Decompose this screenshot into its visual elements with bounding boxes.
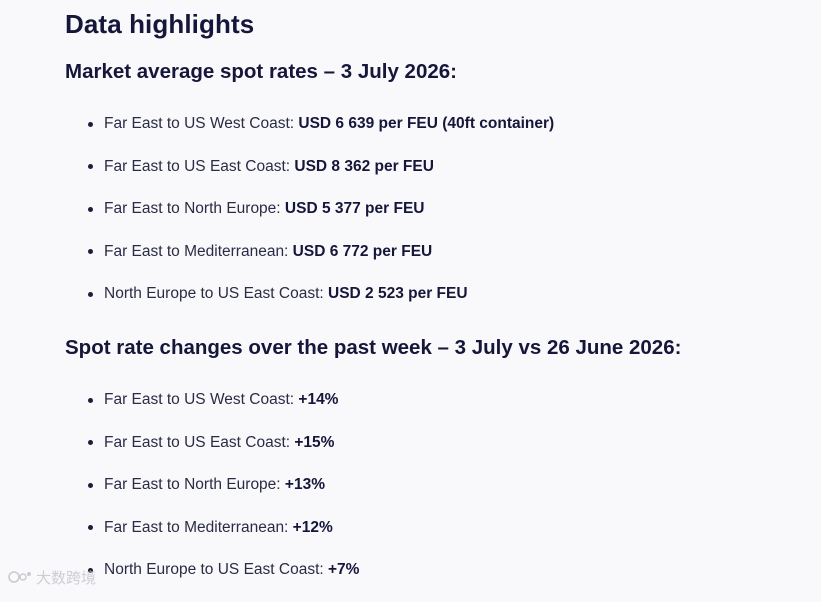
route-label: North Europe to US East Coast: xyxy=(104,561,328,578)
watermark: 大数跨境 xyxy=(8,567,96,588)
list-item: Far East to North Europe: +13% xyxy=(65,474,359,517)
list-item: Far East to Mediterranean: USD 6 772 per… xyxy=(65,241,554,284)
list-item: Far East to US West Coast: USD 6 639 per… xyxy=(65,113,554,156)
list-item: Far East to US East Coast: USD 8 362 per… xyxy=(65,156,554,199)
watermark-logo-icon xyxy=(8,571,31,583)
rate-value: USD 5 377 per FEU xyxy=(284,200,425,217)
route-label: Far East to North Europe: xyxy=(104,476,285,493)
rate-value: USD 8 362 per FEU xyxy=(294,157,434,175)
route-label: North Europe to US East Coast: xyxy=(104,285,328,302)
page-title: Data highlights xyxy=(65,9,255,39)
route-label: Far East to US West Coast: xyxy=(104,115,299,132)
bullet-icon xyxy=(88,249,93,254)
bullet-icon xyxy=(88,164,93,169)
bullet-icon xyxy=(88,206,93,212)
bullet-icon xyxy=(88,482,93,488)
route-label: Far East to US East Coast: xyxy=(104,157,295,175)
change-value: +7% xyxy=(328,561,360,578)
list-item: North Europe to US East Coast: USD 2 523… xyxy=(65,283,554,326)
rate-value: USD 6 639 per FEU (40ft container) xyxy=(298,115,555,132)
change-value: +13% xyxy=(284,476,325,493)
route-label: Far East to North Europe: xyxy=(104,200,285,217)
list-item: Far East to US West Coast: +14% xyxy=(65,389,359,432)
route-label: Far East to US West Coast: xyxy=(104,391,299,408)
bullet-icon xyxy=(88,291,93,297)
list-item: North Europe to US East Coast: +7% xyxy=(65,559,359,602)
watermark-text: 大数跨境 xyxy=(36,569,97,587)
change-value: +12% xyxy=(292,518,333,536)
bullet-icon xyxy=(88,397,93,403)
rate-changes-list: Far East to US West Coast: +14% Far East… xyxy=(65,389,359,602)
bullet-icon xyxy=(88,121,93,127)
bullet-icon xyxy=(88,567,93,573)
section-heading-spot-rates: Market average spot rates – 3 July 2026: xyxy=(65,60,457,83)
bullet-icon xyxy=(88,525,93,530)
list-item: Far East to North Europe: USD 5 377 per … xyxy=(65,198,554,241)
change-value: +15% xyxy=(294,433,335,451)
route-label: Far East to Mediterranean: xyxy=(104,518,293,536)
route-label: Far East to Mediterranean: xyxy=(104,242,293,260)
change-value: +14% xyxy=(298,391,339,408)
rate-value: USD 2 523 per FEU xyxy=(328,285,468,302)
spot-rates-list: Far East to US West Coast: USD 6 639 per… xyxy=(65,113,554,326)
list-item: Far East to US East Coast: +15% xyxy=(65,432,359,475)
rate-value: USD 6 772 per FEU xyxy=(292,242,433,260)
route-label: Far East to US East Coast: xyxy=(104,433,295,451)
section-heading-rate-changes: Spot rate changes over the past week – 3… xyxy=(65,336,682,359)
bullet-icon xyxy=(88,440,93,445)
list-item: Far East to Mediterranean: +12% xyxy=(65,517,359,560)
